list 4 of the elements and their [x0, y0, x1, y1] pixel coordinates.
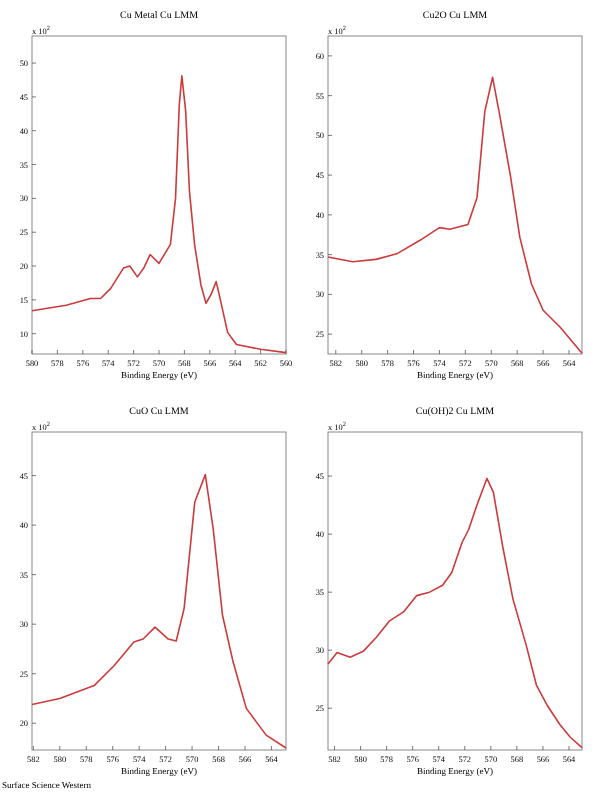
- line-series: [327, 477, 583, 749]
- line-series: [327, 76, 583, 354]
- line-series: [31, 75, 287, 354]
- line-series: [31, 473, 287, 749]
